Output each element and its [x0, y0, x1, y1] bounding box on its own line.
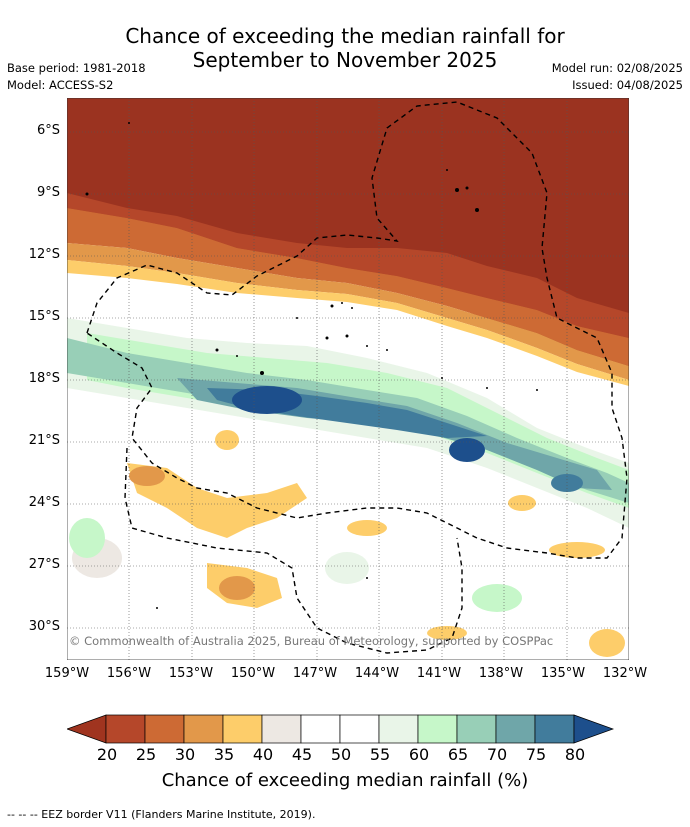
lon-label-159w: 159°W	[44, 666, 90, 681]
rainfall-map: © Commonwealth of Australia 2025, Bureau…	[66, 97, 630, 661]
gridlines	[67, 98, 629, 660]
colorbar-swatch	[261, 714, 302, 744]
dry-patch-d	[129, 466, 165, 486]
band-35	[67, 243, 629, 380]
band-80plus-a	[232, 386, 302, 414]
map-svg: © Commonwealth of Australia 2025, Bureau…	[66, 97, 630, 661]
lat-label-24s: 24°S	[28, 495, 60, 510]
colorbar-tick: 35	[213, 745, 235, 764]
wet-patch-a	[325, 552, 369, 584]
band-40	[67, 260, 629, 386]
colorbar-swatch	[534, 714, 575, 744]
lat-label-21s: 21°S	[28, 433, 60, 448]
dry-patch-i	[589, 629, 625, 657]
footnote: -- -- -- EEZ border V11 (Flanders Marine…	[7, 808, 316, 821]
eez-border-b	[124, 447, 463, 654]
colorbar-tick: 20	[96, 745, 118, 764]
wet-patch-c	[69, 518, 105, 558]
dry-patch-f	[347, 520, 387, 536]
band-80plus-b	[449, 438, 485, 462]
colorbar-swatch	[456, 714, 497, 744]
colorbar-swatch	[378, 714, 419, 744]
colorbar-tick: 75	[525, 745, 547, 764]
lon-label-147w: 147°W	[292, 666, 338, 681]
lon-label-141w: 141°W	[416, 666, 462, 681]
colorbar-swatch	[417, 714, 458, 744]
lat-label-15s: 15°S	[28, 309, 60, 324]
colorbar-swatch	[105, 714, 146, 744]
base-period: Base period: 1981-2018	[7, 61, 146, 75]
wet-patch-b	[472, 584, 522, 612]
copyright-text: © Commonwealth of Australia 2025, Bureau…	[69, 634, 553, 648]
colorbar-tick: 40	[252, 745, 274, 764]
lon-label-135w: 135°W	[540, 666, 586, 681]
colorbar-tick: 65	[447, 745, 469, 764]
meta-right: Model run: 02/08/2025 Issued: 04/08/2025	[552, 60, 683, 94]
colorbar-extend-high	[573, 714, 615, 744]
lat-label-27s: 27°S	[28, 557, 60, 572]
lon-label-150w: 150°W	[230, 666, 276, 681]
colorbar-tick: 70	[486, 745, 508, 764]
lon-label-132w: 132°W	[602, 666, 648, 681]
dry-patch-c	[219, 576, 255, 600]
lat-label-12s: 12°S	[28, 247, 60, 262]
colorbar-tick: 80	[564, 745, 586, 764]
lat-label-30s: 30°S	[28, 619, 60, 634]
colorbar-svg	[65, 714, 615, 744]
dry-patch-a	[127, 463, 307, 538]
lon-label-153w: 153°W	[168, 666, 214, 681]
issued-date: Issued: 04/08/2025	[572, 78, 683, 92]
title-line-2: September to November 2025	[192, 48, 498, 72]
colorbar-title: Chance of exceeding median rainfall (%)	[161, 770, 529, 791]
lat-label-6s: 6°S	[36, 123, 60, 138]
model-name: Model: ACCESS-S2	[7, 78, 114, 92]
lat-label-9s: 9°S	[36, 185, 60, 200]
lat-label-18s: 18°S	[28, 371, 60, 386]
colorbar-swatch	[495, 714, 536, 744]
colorbar-tick: 45	[291, 745, 313, 764]
colorbar-tick: 25	[135, 745, 157, 764]
colorbar-swatch	[300, 714, 341, 744]
lon-label-156w: 156°W	[106, 666, 152, 681]
band-25	[67, 193, 629, 338]
colorbar-tick: 30	[174, 745, 196, 764]
dry-patch-j	[427, 626, 467, 640]
colorbar-extend-low	[65, 714, 107, 744]
colorbar	[65, 714, 622, 744]
colorbar-swatch	[339, 714, 380, 744]
colorbar-tick: 60	[408, 745, 430, 764]
band-70	[67, 338, 629, 503]
colorbar-tick: 55	[369, 745, 391, 764]
chart-title: Chance of exceeding the median rainfall …	[0, 24, 690, 72]
title-line-1: Chance of exceeding the median rainfall …	[125, 24, 565, 48]
colorbar-swatch	[144, 714, 185, 744]
dry-patch-g	[508, 495, 536, 511]
colorbar-swatch	[222, 714, 263, 744]
colorbar-swatch	[183, 714, 224, 744]
meta-left: Base period: 1981-2018 Model: ACCESS-S2	[7, 60, 146, 94]
lon-label-138w: 138°W	[478, 666, 524, 681]
model-run: Model run: 02/08/2025	[551, 61, 683, 75]
band-30	[67, 208, 629, 366]
dry-patch-h	[549, 542, 605, 558]
dry-patch-e	[215, 430, 239, 450]
colorbar-tick: 50	[330, 745, 352, 764]
lon-label-144w: 144°W	[354, 666, 400, 681]
islands	[85, 122, 538, 609]
